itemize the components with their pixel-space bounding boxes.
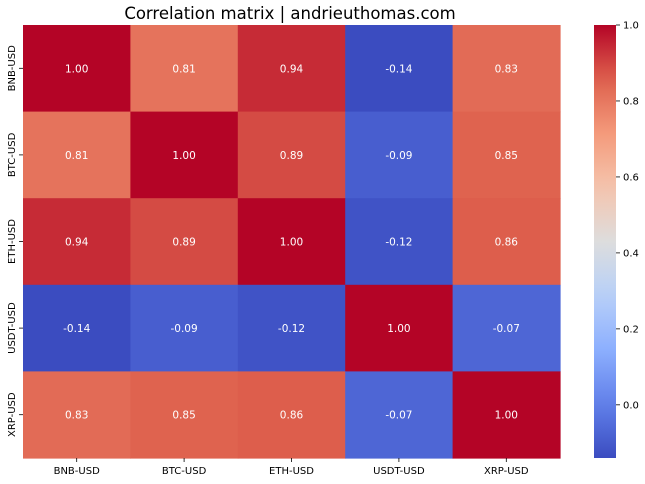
cell-value-label: 0.81 (65, 150, 88, 162)
colorbar-gradient (594, 25, 616, 458)
cell-value-label: 1.00 (65, 63, 88, 75)
y-axis: BNB-USD BTC-USD ETH-USD USDT-USD XRP-USD (7, 45, 23, 437)
y-tick-label: BTC-USD (7, 132, 18, 177)
heatmap-cell-labels: 1.00 0.81 0.94 -0.14 0.83 0.81 1.00 0.89 -0.09 0.… (63, 63, 520, 421)
cell-value-label: 0.86 (280, 410, 304, 422)
x-tick-label: BTC-USD (162, 466, 207, 477)
y-tick-label: USDT-USD (7, 302, 18, 354)
heatmap-cell-bnb-usd-btc-usd (130, 25, 239, 113)
colorbar-tick-label: 0.8 (623, 96, 639, 107)
heatmap-cell-btc-usd-usdt-usd (345, 111, 454, 199)
cell-value-label: -0.12 (278, 323, 305, 335)
heatmap-cell-bnb-usd-xrp-usd (452, 25, 561, 113)
cell-value-label: -0.07 (385, 410, 412, 422)
cell-value-label: 0.94 (280, 63, 304, 75)
heatmap-cell-bnb-usd-eth-usd (237, 25, 346, 113)
cell-value-label: 1.00 (172, 150, 195, 162)
heatmap-cell-xrp-usd-btc-usd (130, 371, 239, 459)
cell-value-label: -0.07 (493, 323, 520, 335)
cell-value-label: -0.12 (385, 237, 412, 249)
x-tick-label: BNB-USD (54, 466, 100, 477)
cell-value-label: 0.89 (172, 237, 195, 249)
heatmap-cell-xrp-usd-eth-usd (237, 371, 346, 459)
heatmap-cell-eth-usd-bnb-usd (23, 198, 131, 286)
heatmap-cell-eth-usd-eth-usd (237, 198, 346, 286)
heatmap-cell-xrp-usd-xrp-usd (452, 371, 561, 459)
cell-value-label: 0.83 (495, 63, 518, 75)
cell-value-label: 0.83 (65, 410, 88, 422)
heatmap-cell-eth-usd-xrp-usd (452, 198, 561, 286)
heatmap-cell-xrp-usd-bnb-usd (23, 371, 131, 459)
x-tick-label: USDT-USD (373, 466, 425, 477)
cell-value-label: -0.09 (171, 323, 198, 335)
cell-value-label: 0.85 (172, 410, 195, 422)
heatmap-cell-eth-usd-btc-usd (130, 198, 239, 286)
cell-value-label: 0.86 (495, 237, 519, 249)
heatmap-cell-usdt-usd-usdt-usd (345, 284, 454, 372)
heatmap-cell-btc-usd-btc-usd (130, 111, 239, 199)
colorbar: 0.0 0.2 0.4 0.6 0.8 1.0 (594, 21, 639, 458)
cell-value-label: 0.81 (172, 63, 195, 75)
cell-value-label: 0.89 (280, 150, 303, 162)
heatmap-cell-eth-usd-usdt-usd (345, 198, 454, 286)
cell-value-label: -0.14 (385, 63, 412, 75)
y-tick-label: XRP-USD (7, 392, 18, 437)
colorbar-tick-label: 0.4 (623, 248, 639, 259)
cell-value-label: 0.85 (495, 150, 518, 162)
chart-title: Correlation matrix | andrieuthomas.com (124, 4, 455, 23)
cell-value-label: 1.00 (280, 237, 303, 249)
heatmap-cell-bnb-usd-usdt-usd (345, 25, 454, 113)
heatmap-cell-btc-usd-bnb-usd (23, 111, 131, 199)
heatmap-cell-xrp-usd-usdt-usd (345, 371, 454, 459)
cell-value-label: -0.09 (385, 150, 412, 162)
x-axis: BNB-USD BTC-USD ETH-USD USDT-USD XRP-USD (54, 458, 529, 477)
cell-value-label: 1.00 (495, 410, 518, 422)
heatmap-cell-usdt-usd-eth-usd (237, 284, 346, 372)
x-tick-label: XRP-USD (484, 466, 529, 477)
colorbar-tick-label: 0.6 (623, 172, 639, 183)
colorbar-tick-label: 0.2 (623, 324, 639, 335)
heatmap-cell-bnb-usd-bnb-usd (23, 25, 131, 113)
cell-value-label: -0.14 (63, 323, 90, 335)
heatmap-cell-btc-usd-eth-usd (237, 111, 346, 199)
colorbar-tick-label: 1.0 (623, 21, 639, 32)
cell-value-label: 0.94 (65, 237, 89, 249)
heatmap-cell-usdt-usd-btc-usd (130, 284, 239, 372)
y-tick-label: BNB-USD (7, 45, 18, 91)
cell-value-label: 1.00 (387, 323, 410, 335)
heatmap-cells (23, 25, 561, 459)
heatmap-cell-usdt-usd-bnb-usd (23, 284, 131, 372)
heatmap-cell-usdt-usd-xrp-usd (452, 284, 561, 372)
colorbar-tick-label: 0.0 (623, 400, 639, 411)
x-tick-label: ETH-USD (269, 466, 314, 477)
y-tick-label: ETH-USD (7, 219, 18, 264)
heatmap-cell-btc-usd-xrp-usd (452, 111, 561, 199)
